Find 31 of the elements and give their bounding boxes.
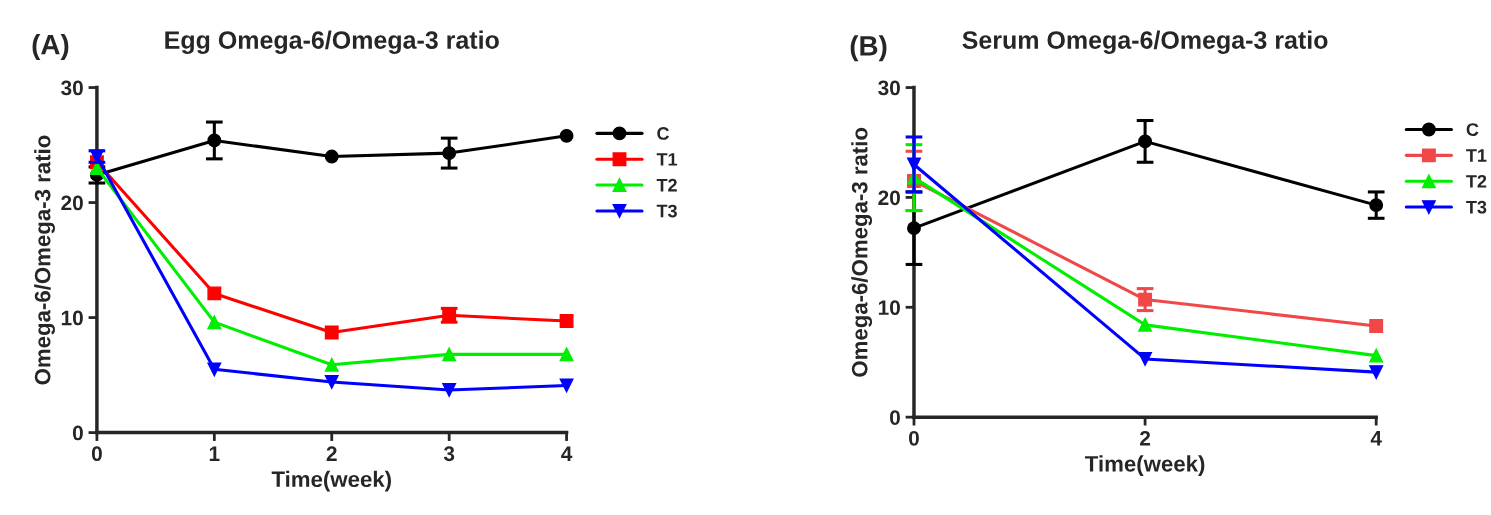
y-axis-title: Omega-6/Omega-3 ratio	[851, 127, 873, 377]
x-tick-label: 2	[326, 446, 337, 461]
legend-label: T3	[656, 204, 677, 218]
legend-label: T2	[1466, 174, 1487, 188]
y-tick-label: 10	[61, 310, 83, 326]
x-tick-label: 2	[1140, 430, 1151, 446]
chart-title: Serum Omega-6/Omega-3 ratio	[962, 30, 1328, 54]
legend-label: T3	[1466, 200, 1487, 214]
x-axis-title: Time(week)	[271, 470, 391, 492]
x-tick-label: 4	[561, 446, 573, 461]
legend-label: T1	[656, 153, 678, 166]
x-tick-label: 3	[443, 446, 455, 462]
chart-title: Egg Omega-6/Omega-3 ratio	[165, 30, 499, 54]
text: (A)	[32, 34, 69, 60]
legend-label: T2	[656, 178, 677, 192]
x-tick-label: 0	[91, 446, 102, 462]
legend-label: C	[1466, 123, 1479, 137]
y-axis-title: Omega-6/Omega-3 ratio	[34, 135, 55, 385]
y-tick-label: 30	[61, 80, 83, 96]
y-tick-label: 0	[890, 410, 900, 425]
y-tick-label: 10	[878, 300, 900, 316]
x-tick-label: 4	[1370, 431, 1382, 446]
x-axis-title: Time(week)	[1085, 455, 1205, 477]
legend-label: T1	[1466, 149, 1487, 162]
text: (B)	[850, 35, 887, 62]
y-tick-label: 20	[878, 190, 900, 206]
y-tick-label: 20	[61, 195, 83, 211]
legend-label: C	[657, 127, 670, 140]
y-tick-label: 30	[878, 80, 900, 96]
x-tick-label: 1	[209, 446, 220, 461]
x-tick-label: 0	[909, 430, 919, 446]
